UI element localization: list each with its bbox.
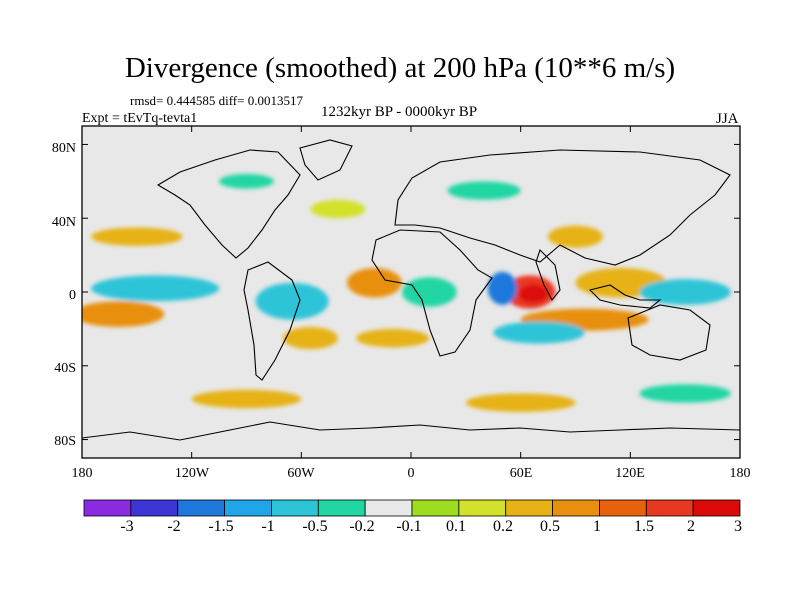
cb-label: 0.5 — [540, 518, 560, 535]
colorbar-swatch — [411, 499, 460, 517]
contour-s-indian-60s — [465, 393, 576, 412]
contour-w-pacific-min — [639, 279, 731, 305]
colorbar-swatch — [458, 499, 507, 517]
contour-east-africa-min — [487, 271, 518, 305]
contour-s-pacific-60s — [191, 389, 302, 409]
colorbar-swatch — [177, 499, 225, 517]
period-label: 1232kyr BP - 0000kyr BP — [321, 104, 478, 120]
contour-s-pacific-60s-min — [639, 384, 731, 403]
africa-coast — [371, 229, 493, 357]
south-america-coast — [243, 261, 301, 381]
cb-label: -1.5 — [208, 518, 234, 535]
season-label: JJA — [716, 111, 739, 127]
lon-label-120w: 120W — [174, 466, 210, 481]
contour-n-pacific-band — [91, 227, 183, 246]
map-title: Divergence (smoothed) at 200 hPa (10**6 … — [124, 52, 676, 84]
colorbar-swatch — [83, 499, 132, 517]
colorbar-swatch — [317, 499, 366, 517]
australia-coast — [627, 304, 711, 361]
lon-label-180e: 180 — [729, 466, 751, 481]
cb-label: 0.1 — [446, 518, 466, 535]
experiment-label: Expt = tEvTq-tevta1 — [82, 111, 198, 126]
lat-label-80s: 80S — [54, 434, 76, 449]
cb-label: 1 — [593, 518, 601, 535]
lat-label-40s: 40S — [54, 361, 76, 376]
colorbar-swatch — [271, 499, 319, 517]
contour-tibet — [548, 225, 603, 248]
lon-label-60w: 60W — [287, 466, 315, 481]
eurasia-coast — [394, 149, 731, 266]
cb-label: -0.5 — [302, 518, 328, 535]
cb-label: 1.5 — [634, 518, 654, 535]
colorbar-swatch — [224, 499, 272, 517]
cb-label: -0.2 — [349, 518, 375, 535]
north-america-coast — [156, 149, 301, 259]
lon-label-180w: 180 — [71, 466, 93, 481]
contour-s-indian-ocean-min — [493, 321, 585, 344]
contour-arabian-sea-core — [518, 284, 549, 304]
axis-ticks — [81, 126, 741, 458]
lat-label-40n: 40N — [51, 215, 76, 230]
cb-label: 3 — [734, 518, 742, 535]
cb-label: -0.1 — [396, 518, 422, 535]
lat-label-0: 0 — [69, 288, 76, 303]
contour-n-europe — [447, 181, 521, 200]
contour-atlantic-max — [347, 268, 402, 298]
colorbar-swatch — [130, 499, 179, 517]
contour-s-america-max — [283, 327, 338, 350]
lat-label-80n: 80N — [51, 141, 76, 156]
colorbar — [83, 499, 741, 517]
coastlines — [82, 139, 740, 441]
colorbar-swatch — [364, 499, 413, 517]
greenland-coast — [299, 139, 353, 181]
india-coast — [535, 248, 561, 301]
contour-amazon-min — [255, 282, 329, 320]
cb-label: -3 — [120, 518, 134, 535]
cb-label: 0.2 — [493, 518, 513, 535]
lon-label-0: 0 — [407, 466, 415, 481]
stats-text: rmsd= 0.444585 diff= 0.0013517 — [130, 93, 303, 108]
contour-n-atlantic — [310, 199, 366, 219]
colorbar-swatch — [692, 499, 741, 517]
contour-w-africa-min — [401, 277, 457, 307]
contour-hudson-min — [219, 173, 274, 189]
colorbar-swatch — [645, 499, 694, 517]
colorbar-swatch — [599, 499, 647, 517]
colorbar-swatch — [552, 499, 600, 517]
lon-label-120e: 120E — [615, 466, 645, 481]
contour-e-pacific-max — [82, 301, 165, 328]
contour-s-atlantic-max — [356, 328, 430, 348]
contour-e-pacific-min — [91, 275, 220, 302]
indonesia-coast — [588, 284, 662, 309]
colorbar-swatch — [505, 499, 553, 517]
cb-label: 2 — [687, 518, 695, 535]
cb-label: -2 — [167, 518, 181, 535]
cb-label: -1 — [261, 518, 275, 535]
lon-label-60e: 60E — [509, 466, 533, 481]
antarctica-coast — [82, 421, 740, 441]
